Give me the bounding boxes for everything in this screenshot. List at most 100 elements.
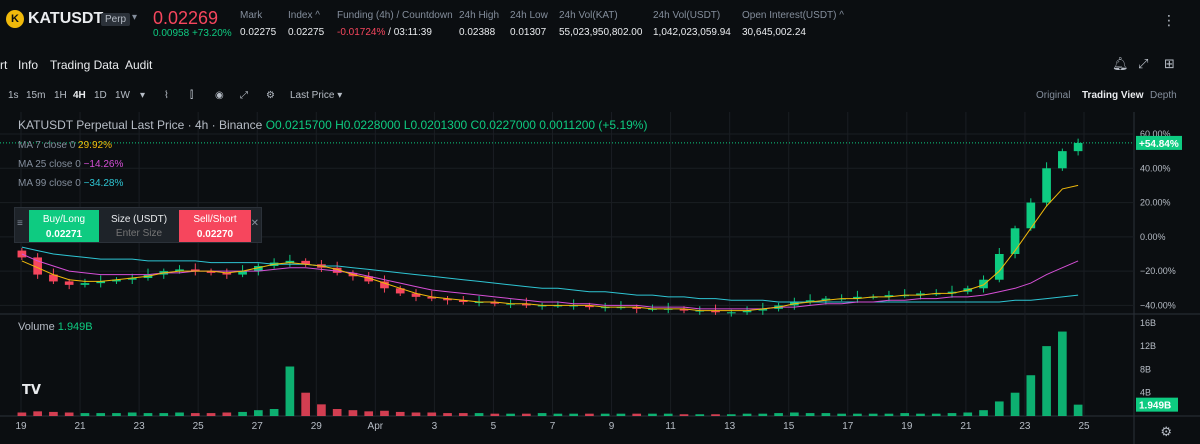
candle-body: [64, 281, 74, 285]
interval-1h[interactable]: 1H: [54, 90, 67, 101]
volume-bar: [317, 404, 326, 416]
volume-value: 1.949B: [57, 321, 93, 333]
screenshot-icon[interactable]: ◉: [215, 90, 224, 101]
current-price-tag-bg: [1136, 135, 1182, 150]
candle-body: [395, 288, 405, 294]
volume-bar: [80, 413, 90, 416]
volume-bar: [1026, 375, 1036, 416]
view-original[interactable]: Original: [1036, 90, 1071, 101]
volume-bar: [522, 413, 531, 416]
candle-body: [443, 298, 452, 301]
volume-bar: [238, 411, 247, 416]
interval-4h[interactable]: 4H: [73, 90, 86, 101]
drag-handle-icon[interactable]: ≡: [17, 218, 23, 229]
stat-value-text: 0.02275: [240, 27, 277, 38]
candle-body: [222, 272, 232, 275]
candle-body: [916, 293, 925, 296]
tab-audit[interactable]: Audit: [125, 58, 153, 72]
volume-bar: [332, 409, 342, 416]
volume-bar: [254, 410, 263, 416]
tab-trading-data[interactable]: Trading Data: [50, 58, 119, 72]
volume-bar: [1073, 404, 1083, 416]
price-change-pct: +73.20%: [191, 28, 232, 39]
price-source-select[interactable]: Last Price ▾: [290, 90, 343, 101]
candle-body: [1042, 168, 1051, 203]
volume-bar: [285, 366, 295, 416]
volume-bar: [490, 413, 500, 416]
interval-dropdown-icon[interactable]: ▾: [140, 90, 146, 101]
candle-type-icon[interactable]: ⫿: [190, 90, 194, 101]
candle-body: [979, 279, 988, 289]
volume-tick-label: 16B: [1140, 318, 1156, 328]
price-change-abs: 0.00958: [153, 28, 190, 39]
x-tick-label: 27: [252, 421, 264, 432]
ticker-header: K KATUSDT Perp ▾ 0.02269 0.00958 +73.20%…: [0, 0, 1200, 44]
candle-body: [853, 296, 862, 299]
volume-bar: [411, 412, 421, 416]
stat-3: 24h High 0.02388: [459, 10, 499, 38]
sell-price: 0.02270: [196, 229, 234, 240]
x-tick-label: 3: [432, 421, 438, 432]
volume-legend: Volume 1.949B: [18, 321, 93, 333]
chart-settings-gear-icon[interactable]: ⚙: [1160, 424, 1172, 439]
symbol-dropdown-icon[interactable]: ▾: [132, 12, 138, 23]
candle-body: [411, 293, 421, 297]
sell-short-button[interactable]: Sell/Short 0.02270: [179, 210, 251, 242]
interval-15m[interactable]: 15m: [26, 90, 46, 101]
view-depth[interactable]: Depth: [1150, 90, 1177, 101]
interval-1d[interactable]: 1D: [94, 90, 107, 101]
stat-label: 24h High: [459, 10, 500, 21]
candle-body: [112, 279, 121, 282]
chart-title: KATUSDT Perpetual Last Price · 4h · Bina…: [18, 118, 263, 132]
volume-bar: [963, 412, 973, 416]
candle-body: [742, 310, 752, 313]
indicators-icon[interactable]: ⌇: [164, 90, 169, 101]
volume-bar: [632, 413, 642, 416]
buy-long-button[interactable]: Buy/Long 0.02271: [29, 210, 99, 242]
expand-icon[interactable]: ⤢: [1138, 56, 1149, 71]
size-input[interactable]: [106, 228, 172, 239]
volume-bar: [931, 413, 941, 416]
ma7-line: [21, 184, 1079, 312]
y-tick-label: −40.00%: [1140, 300, 1176, 310]
view-trading-view[interactable]: Trading View: [1082, 90, 1144, 101]
stat-0: Mark 0.02275: [240, 10, 276, 38]
stat-label: 24h Vol(USDT): [653, 10, 721, 21]
volume-bar: [1010, 392, 1020, 416]
chart-area[interactable]: 19 21 23 25 27 29 Apr 3 5 7 9 11 13 15 17 19 21 23 25 60.00…: [0, 112, 1200, 444]
volume-bar: [443, 413, 452, 416]
chart-legend-title: KATUSDT Perpetual Last Price · 4h · Bina…: [18, 118, 647, 132]
close-icon[interactable]: ✕: [250, 218, 259, 229]
candle-body: [127, 278, 137, 280]
volume-bar: [506, 413, 515, 416]
volume-bar: [127, 412, 137, 416]
ma99-value: −34.28%: [83, 178, 124, 189]
candle-body: [490, 302, 500, 304]
volume-bar: [190, 413, 200, 416]
volume-bar: [979, 410, 988, 416]
stat-4: 24h Low 0.01307: [510, 10, 548, 38]
alert-bell-icon[interactable]: 🔔︎: [1112, 56, 1129, 71]
more-options-icon[interactable]: ⋮: [1162, 12, 1176, 28]
layout-grid-icon[interactable]: ⊞: [1164, 56, 1175, 71]
price-chart[interactable]: 19 21 23 25 27 29 Apr 3 5 7 9 11 13 15 17 19 21 23 25 60.00…: [0, 112, 1200, 444]
candle-body: [175, 269, 184, 272]
x-tick-label: 29: [311, 421, 323, 432]
volume-bar: [774, 413, 783, 416]
volume-bar: [222, 412, 232, 416]
symbol-name[interactable]: KATUSDT: [28, 10, 104, 27]
interval-1w[interactable]: 1W: [115, 90, 130, 101]
tab-info[interactable]: Info: [18, 58, 39, 72]
candle-body: [332, 267, 342, 273]
ma25-line: [21, 253, 1079, 310]
fullscreen-icon[interactable]: ⤢: [240, 90, 248, 101]
candle-body: [537, 305, 547, 307]
candle-body: [821, 298, 831, 301]
tab-chart[interactable]: rt: [0, 58, 8, 72]
stat-value: 55,023,950,802.00: [559, 27, 642, 38]
candle-body: [285, 260, 295, 263]
candle-body: [80, 283, 90, 285]
x-tick-label: 7: [550, 421, 556, 432]
interval-1s[interactable]: 1s: [8, 90, 19, 101]
settings-icon[interactable]: ⚙: [266, 90, 275, 101]
